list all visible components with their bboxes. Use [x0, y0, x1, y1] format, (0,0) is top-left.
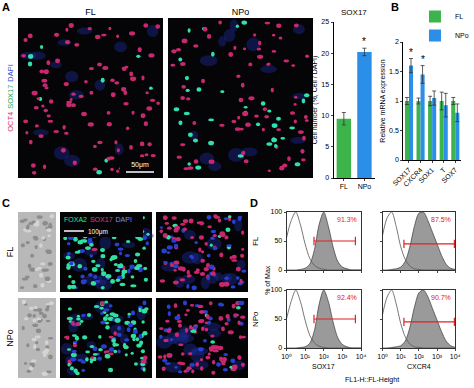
svg-text:FL1-H::FL-Height: FL1-H::FL-Height: [345, 376, 399, 384]
svg-text:100: 100: [271, 286, 283, 293]
svg-text:87.5%: 87.5%: [431, 216, 451, 223]
svg-text:% of Max: % of Max: [264, 265, 271, 295]
svg-text:SOX17: SOX17: [312, 363, 335, 370]
svg-text:10²: 10²: [414, 353, 425, 360]
svg-text:*: *: [362, 36, 366, 47]
svg-text:Cell number (%, Cell / DAPI): Cell number (%, Cell / DAPI): [311, 56, 319, 145]
svg-text:90.7%: 90.7%: [431, 294, 451, 301]
svg-text:5: 5: [325, 143, 329, 150]
svg-text:B: B: [391, 1, 399, 13]
svg-text:20: 20: [321, 50, 329, 57]
svg-text:FL: FL: [455, 13, 463, 20]
svg-text:NPo: NPo: [232, 7, 250, 17]
svg-text:1.5: 1.5: [389, 68, 399, 75]
svg-text:SOX17: SOX17: [341, 8, 367, 17]
svg-text:10⁰: 10⁰: [281, 353, 292, 360]
svg-text:0: 0: [395, 156, 399, 163]
svg-text:10²: 10²: [319, 353, 330, 360]
svg-text:FL: FL: [85, 7, 96, 17]
svg-text:T: T: [439, 166, 447, 174]
svg-text:92.4%: 92.4%: [337, 294, 357, 301]
svg-text:10: 10: [321, 112, 329, 119]
svg-text:50: 50: [274, 315, 282, 322]
svg-text:FOXA2SOX17DAPI: FOXA2SOX17DAPI: [64, 216, 132, 223]
svg-text:25: 25: [321, 18, 329, 25]
svg-text:*: *: [421, 54, 425, 65]
svg-text:2: 2: [395, 38, 399, 45]
svg-text:*: *: [409, 47, 413, 58]
svg-text:SOX7: SOX7: [440, 166, 458, 184]
svg-text:10⁰: 10⁰: [377, 353, 388, 360]
svg-text:FL: FL: [5, 247, 15, 258]
svg-text:50μm: 50μm: [131, 161, 149, 169]
svg-text:1: 1: [395, 97, 399, 104]
svg-text:10³: 10³: [337, 353, 348, 360]
svg-text:A: A: [2, 1, 10, 13]
svg-text:NPo: NPo: [5, 329, 15, 347]
svg-text:100: 100: [271, 208, 283, 215]
svg-text:D: D: [250, 197, 258, 209]
svg-text:10⁴: 10⁴: [356, 353, 367, 360]
svg-text:100μm: 100μm: [88, 228, 108, 236]
svg-text:0: 0: [325, 174, 329, 181]
svg-text:50: 50: [274, 237, 282, 244]
svg-text:CXCR4: CXCR4: [407, 363, 431, 370]
svg-text:NPo: NPo: [251, 311, 260, 327]
svg-text:SOX17: SOX17: [391, 166, 412, 187]
svg-text:15: 15: [321, 81, 329, 88]
svg-text:C: C: [2, 197, 10, 209]
svg-text:Relative mRNA expression: Relative mRNA expression: [379, 59, 387, 142]
svg-text:NPo: NPo: [455, 32, 469, 39]
svg-text:CXCR4: CXCR4: [402, 166, 424, 188]
svg-text:NPo: NPo: [358, 183, 372, 190]
svg-text:FL: FL: [251, 236, 260, 246]
svg-text:SOX1: SOX1: [417, 166, 435, 184]
svg-text:10⁴: 10⁴: [450, 353, 461, 360]
svg-text:91.3%: 91.3%: [337, 216, 357, 223]
svg-text:10¹: 10¹: [396, 353, 407, 360]
svg-text:OCT4SOX17DAPI: OCT4SOX17DAPI: [6, 64, 15, 132]
svg-text:0: 0: [278, 266, 282, 273]
svg-text:10³: 10³: [432, 353, 443, 360]
svg-text:0.5: 0.5: [389, 127, 399, 134]
svg-text:0: 0: [278, 344, 282, 351]
svg-text:FL: FL: [340, 183, 348, 190]
svg-text:10¹: 10¹: [300, 353, 311, 360]
